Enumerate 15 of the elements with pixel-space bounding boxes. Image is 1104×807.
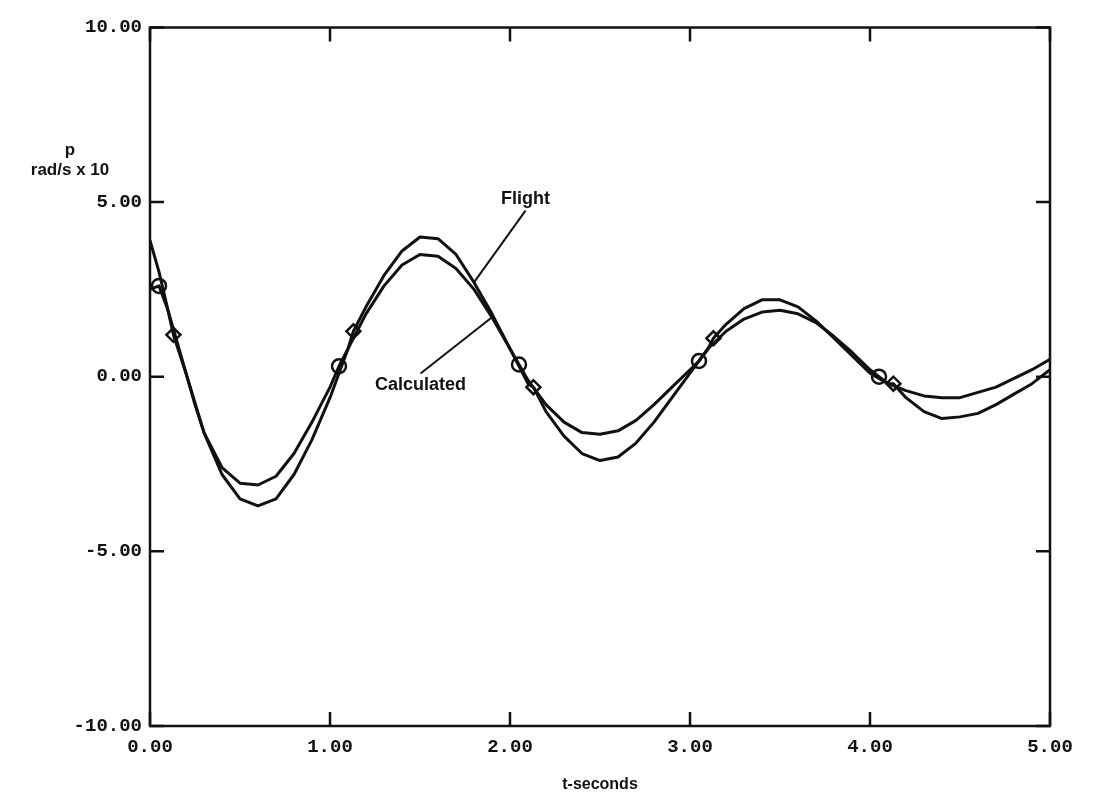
- x-tick-label: 1.00: [307, 736, 353, 759]
- y-tick-label: -10.00: [73, 714, 142, 737]
- y-axis-title: p rad/s x 10: [30, 139, 110, 179]
- x-tick-label: 2.00: [487, 736, 533, 759]
- y-tick-label: 0.00: [96, 365, 142, 388]
- x-tick-label: 0.00: [127, 736, 173, 759]
- x-tick-label: 5.00: [1027, 736, 1073, 759]
- y-tick-label: 10.00: [84, 16, 142, 39]
- y-tick-label: -5.00: [84, 540, 142, 563]
- text: Flight: [501, 187, 550, 208]
- x-tick-label: 3.00: [667, 736, 713, 759]
- x-axis-title: t-seconds: [562, 774, 638, 792]
- y-tick-label: 5.00: [96, 190, 142, 213]
- series-label: Calculated: [375, 374, 467, 395]
- x-tick-label: 4.00: [847, 736, 893, 759]
